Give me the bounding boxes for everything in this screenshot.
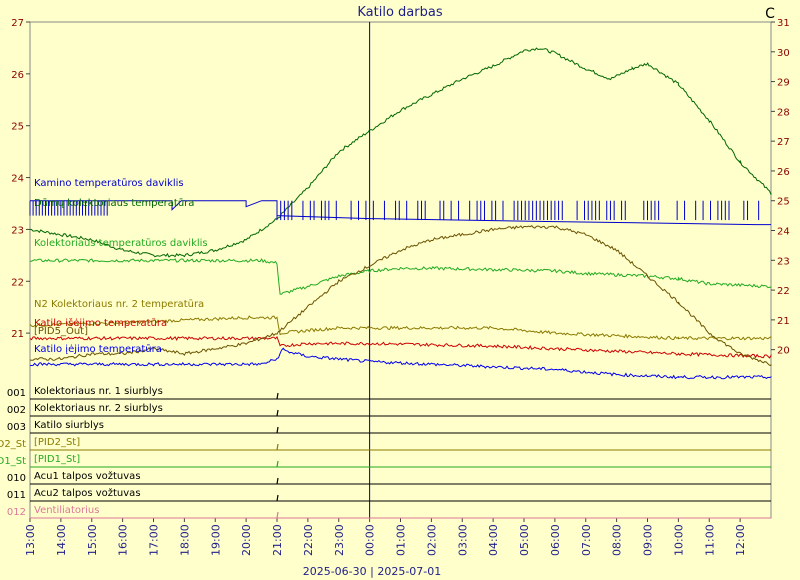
date-caption: 2025-06-30 | 2025-07-01 [303, 565, 442, 578]
x-tick-label: 21:00 [271, 524, 284, 556]
status-spike [276, 494, 279, 502]
series-line-5 [29, 225, 772, 366]
status-spike [276, 460, 279, 468]
right-tick-label: 29 [777, 78, 790, 89]
status-spike [276, 511, 279, 519]
status-row-label: Kolektoriaus nr. 1 siurblys [34, 386, 163, 397]
right-tick-label: 30 [777, 48, 790, 59]
x-tick-label: 14:00 [55, 524, 68, 556]
status-row-label: Katilo siurblys [34, 420, 104, 431]
status-spike [276, 409, 279, 417]
series-line-6 [29, 347, 772, 380]
x-tick-label: 05:00 [518, 524, 531, 556]
right-tick-label: 28 [777, 107, 790, 118]
status-row-code: 010 [7, 473, 26, 484]
x-tick-label: 20:00 [240, 524, 253, 556]
x-tick-label: 18:00 [178, 524, 191, 556]
x-tick-label: 06:00 [549, 524, 562, 556]
series-label-3: N2 Kolektoriaus nr. 2 temperatūra [34, 299, 204, 310]
series-label-0: Kamino temperatūros daviklis [34, 178, 184, 189]
status-row-label: [PID2_St] [34, 437, 80, 448]
right-tick-label: 31 [777, 18, 790, 29]
left-tick-label: 25 [11, 122, 24, 133]
status-row-label: Ventiliatorius [34, 505, 99, 516]
series-label-5: [PID5_Out] [34, 326, 88, 337]
series-label-4: Katilo išėjimo temperatūra [34, 317, 167, 329]
status-spike [276, 477, 279, 485]
series-line-4 [29, 335, 772, 359]
x-tick-label: 22:00 [302, 524, 315, 556]
x-tick-label: 10:00 [672, 524, 685, 556]
status-row-code: PID2_St [0, 439, 26, 450]
status-row-code: 012 [7, 507, 26, 518]
right-tick-label: 20 [777, 346, 790, 357]
x-tick-label: 02:00 [425, 524, 438, 556]
x-tick-label: 17:00 [148, 524, 161, 556]
series-label-1: Dūmų kolektoriaus temperatūra [34, 198, 194, 209]
x-tick-label: 13:00 [24, 524, 37, 556]
x-tick-label: 00:00 [364, 524, 377, 556]
status-spike [276, 443, 279, 451]
status-row-code: 003 [7, 422, 26, 433]
x-tick-label: 07:00 [580, 524, 593, 556]
status-row-code: 002 [7, 405, 26, 416]
x-tick-label: 16:00 [117, 524, 130, 556]
status-row-code: PID1_St [0, 456, 26, 467]
right-axis-unit: C [765, 6, 775, 22]
left-tick-label: 22 [11, 277, 24, 288]
left-tick-label: 21 [11, 329, 24, 340]
status-row-label: Acu2 talpos vožtuvas [34, 487, 141, 499]
series-label-6: Katilo įėjimo temperatūra [34, 344, 162, 355]
series-line-2 [29, 257, 772, 295]
status-row-label: [PID1_St] [34, 454, 80, 465]
x-tick-label: 03:00 [456, 524, 469, 556]
left-tick-label: 26 [11, 70, 24, 81]
right-tick-label: 26 [777, 167, 790, 178]
chart-title: Katilo darbas [357, 5, 442, 20]
x-tick-label: 09:00 [642, 524, 655, 556]
left-tick-label: 23 [11, 225, 24, 236]
series-line-1 [29, 47, 772, 258]
x-tick-label: 08:00 [611, 524, 624, 556]
right-tick-label: 25 [777, 197, 790, 208]
series-line-0 [30, 200, 771, 226]
right-tick-label: 24 [777, 227, 790, 238]
right-tick-label: 22 [777, 286, 790, 297]
series-line-3 [29, 315, 772, 341]
status-spike [276, 392, 279, 400]
status-row-label: Acu1 talpos vožtuvas [34, 470, 141, 482]
x-tick-label: 01:00 [395, 524, 408, 556]
status-row-code: 011 [7, 490, 26, 501]
x-tick-label: 12:00 [734, 524, 747, 556]
right-tick-label: 23 [777, 256, 790, 267]
plot-frame [29, 21, 772, 519]
status-row-code: 001 [7, 388, 26, 399]
right-tick-label: 27 [777, 137, 790, 148]
left-tick-label: 27 [11, 18, 24, 29]
status-spike [276, 426, 279, 434]
right-tick-label: 21 [777, 316, 790, 327]
status-row-label: Kolektoriaus nr. 2 siurblys [34, 403, 163, 414]
x-tick-label: 11:00 [703, 524, 716, 556]
x-tick-label: 23:00 [333, 524, 346, 556]
series-label-2: Kolektoriaus temperatūros daviklis [34, 238, 208, 249]
x-tick-label: 04:00 [487, 524, 500, 556]
x-tick-label: 19:00 [209, 524, 222, 556]
x-tick-label: 15:00 [86, 524, 99, 556]
left-tick-label: 24 [11, 174, 24, 185]
